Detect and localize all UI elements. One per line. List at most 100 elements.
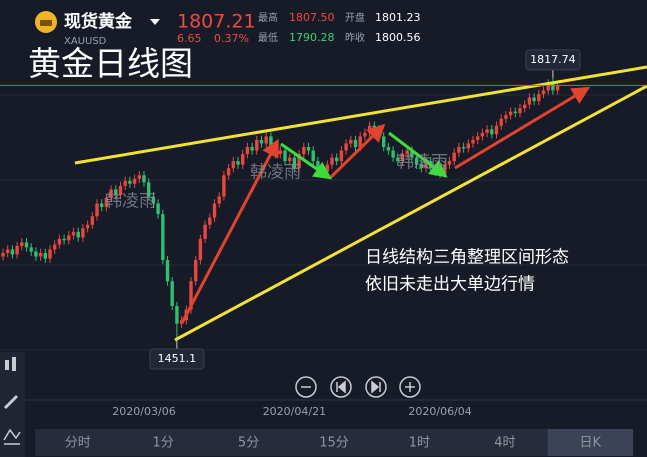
candle-body (95, 203, 99, 217)
candle-body (104, 197, 109, 208)
tool-icon[interactable] (3, 394, 19, 410)
candle-body (278, 150, 282, 155)
tab[interactable]: 1时 (409, 436, 430, 451)
candle-body (170, 281, 174, 307)
candle-body (142, 175, 146, 183)
candle-body (367, 125, 372, 133)
candle-body (132, 178, 137, 184)
arrow (280, 142, 332, 180)
candle-body (48, 249, 52, 259)
candle-body (419, 164, 423, 169)
tab[interactable]: 日K (580, 436, 602, 451)
tab[interactable]: 15分 (319, 436, 349, 451)
candle-body (43, 253, 47, 259)
trend-line (74, 65, 647, 165)
candle-body (297, 154, 301, 169)
instrument-name[interactable]: 现货黄金 (64, 11, 133, 32)
x-tick-label: 2020/06/04 (408, 405, 471, 418)
candle-body (137, 175, 141, 179)
tab[interactable]: 4时 (494, 436, 515, 451)
candle-body (212, 203, 217, 218)
candle-body (330, 157, 334, 165)
candle-body (382, 136, 386, 147)
candle-body (400, 154, 405, 162)
step-forward[interactable] (365, 376, 387, 398)
candle-body (189, 281, 193, 310)
candle-body (447, 161, 452, 165)
candle-body (269, 136, 273, 146)
tool-icon[interactable] (3, 428, 21, 445)
symbol: XAUUSD (64, 36, 107, 47)
candle-body (414, 157, 419, 165)
tab[interactable]: 1分 (153, 436, 174, 451)
extreme-label: 1451.1 (158, 352, 197, 365)
x-tick-label: 2020/03/06 (112, 405, 175, 418)
extreme-label: 1817.74 (530, 53, 576, 66)
candle-body (504, 115, 508, 119)
candle-body (363, 132, 367, 137)
candle-body (476, 136, 480, 140)
stat-label: 最低 (258, 31, 278, 44)
candle-body (10, 249, 15, 255)
candle-body (71, 231, 76, 236)
zoom-in[interactable] (399, 376, 421, 398)
candle-body (38, 253, 43, 257)
candle-body (292, 157, 297, 169)
candle-body (245, 146, 250, 155)
candle-body (551, 83, 555, 91)
tool-icon[interactable] (5, 360, 9, 370)
zoom-controls (295, 376, 421, 398)
candle-body (457, 146, 461, 153)
candle-body (452, 152, 456, 162)
candle-body (372, 125, 376, 130)
tab[interactable]: 5分 (238, 436, 259, 451)
chart-title: 黄金日线图 (28, 44, 193, 83)
candle-body (410, 150, 414, 158)
price: 1807.21 (177, 11, 256, 33)
stat-label: 最高 (258, 11, 278, 24)
candle-body (485, 129, 489, 133)
tool-icon[interactable] (12, 357, 16, 371)
candle-body (123, 180, 127, 186)
tab-bar (35, 429, 633, 456)
candle-body (165, 260, 170, 282)
candle-body (532, 97, 536, 102)
candle-body (523, 104, 527, 109)
candle-body (100, 203, 104, 208)
x-tick-label: 2020/04/21 (263, 405, 326, 418)
candle-body (109, 189, 113, 198)
candle-body (344, 143, 348, 151)
candle-body (396, 157, 400, 162)
candle-body (161, 214, 165, 261)
candle-body (527, 97, 532, 105)
stat-label: 开盘 (345, 11, 365, 24)
candle-body (29, 247, 33, 252)
watermark: 韩凌雨 (397, 153, 448, 173)
candle-body (353, 139, 358, 147)
step-back[interactable] (330, 376, 352, 398)
arrow (388, 131, 448, 178)
candle-body (151, 196, 156, 204)
candle-body (76, 231, 80, 238)
candle-body (128, 180, 132, 184)
arrow (328, 123, 386, 180)
candle-body (203, 224, 207, 239)
candle-body (259, 139, 264, 144)
candle-body (499, 118, 503, 126)
candle-body (34, 251, 38, 257)
change-pct: 0.37% (214, 32, 249, 45)
candle-body (490, 129, 494, 135)
tabs: 分时 1分 5分 15分 1时 4时 日K (65, 429, 633, 456)
stat-value: 1790.28 (289, 31, 335, 44)
candle-body (156, 203, 160, 215)
zoom-out[interactable] (295, 376, 317, 398)
stat-label: 昨收 (345, 31, 365, 44)
dropdown-arrow[interactable] (150, 19, 160, 25)
candle-body (67, 235, 71, 241)
watermark: 韩凌雨 (250, 163, 301, 183)
arrow (180, 138, 279, 324)
candle-body (466, 143, 470, 149)
tab[interactable]: 分时 (65, 436, 91, 451)
